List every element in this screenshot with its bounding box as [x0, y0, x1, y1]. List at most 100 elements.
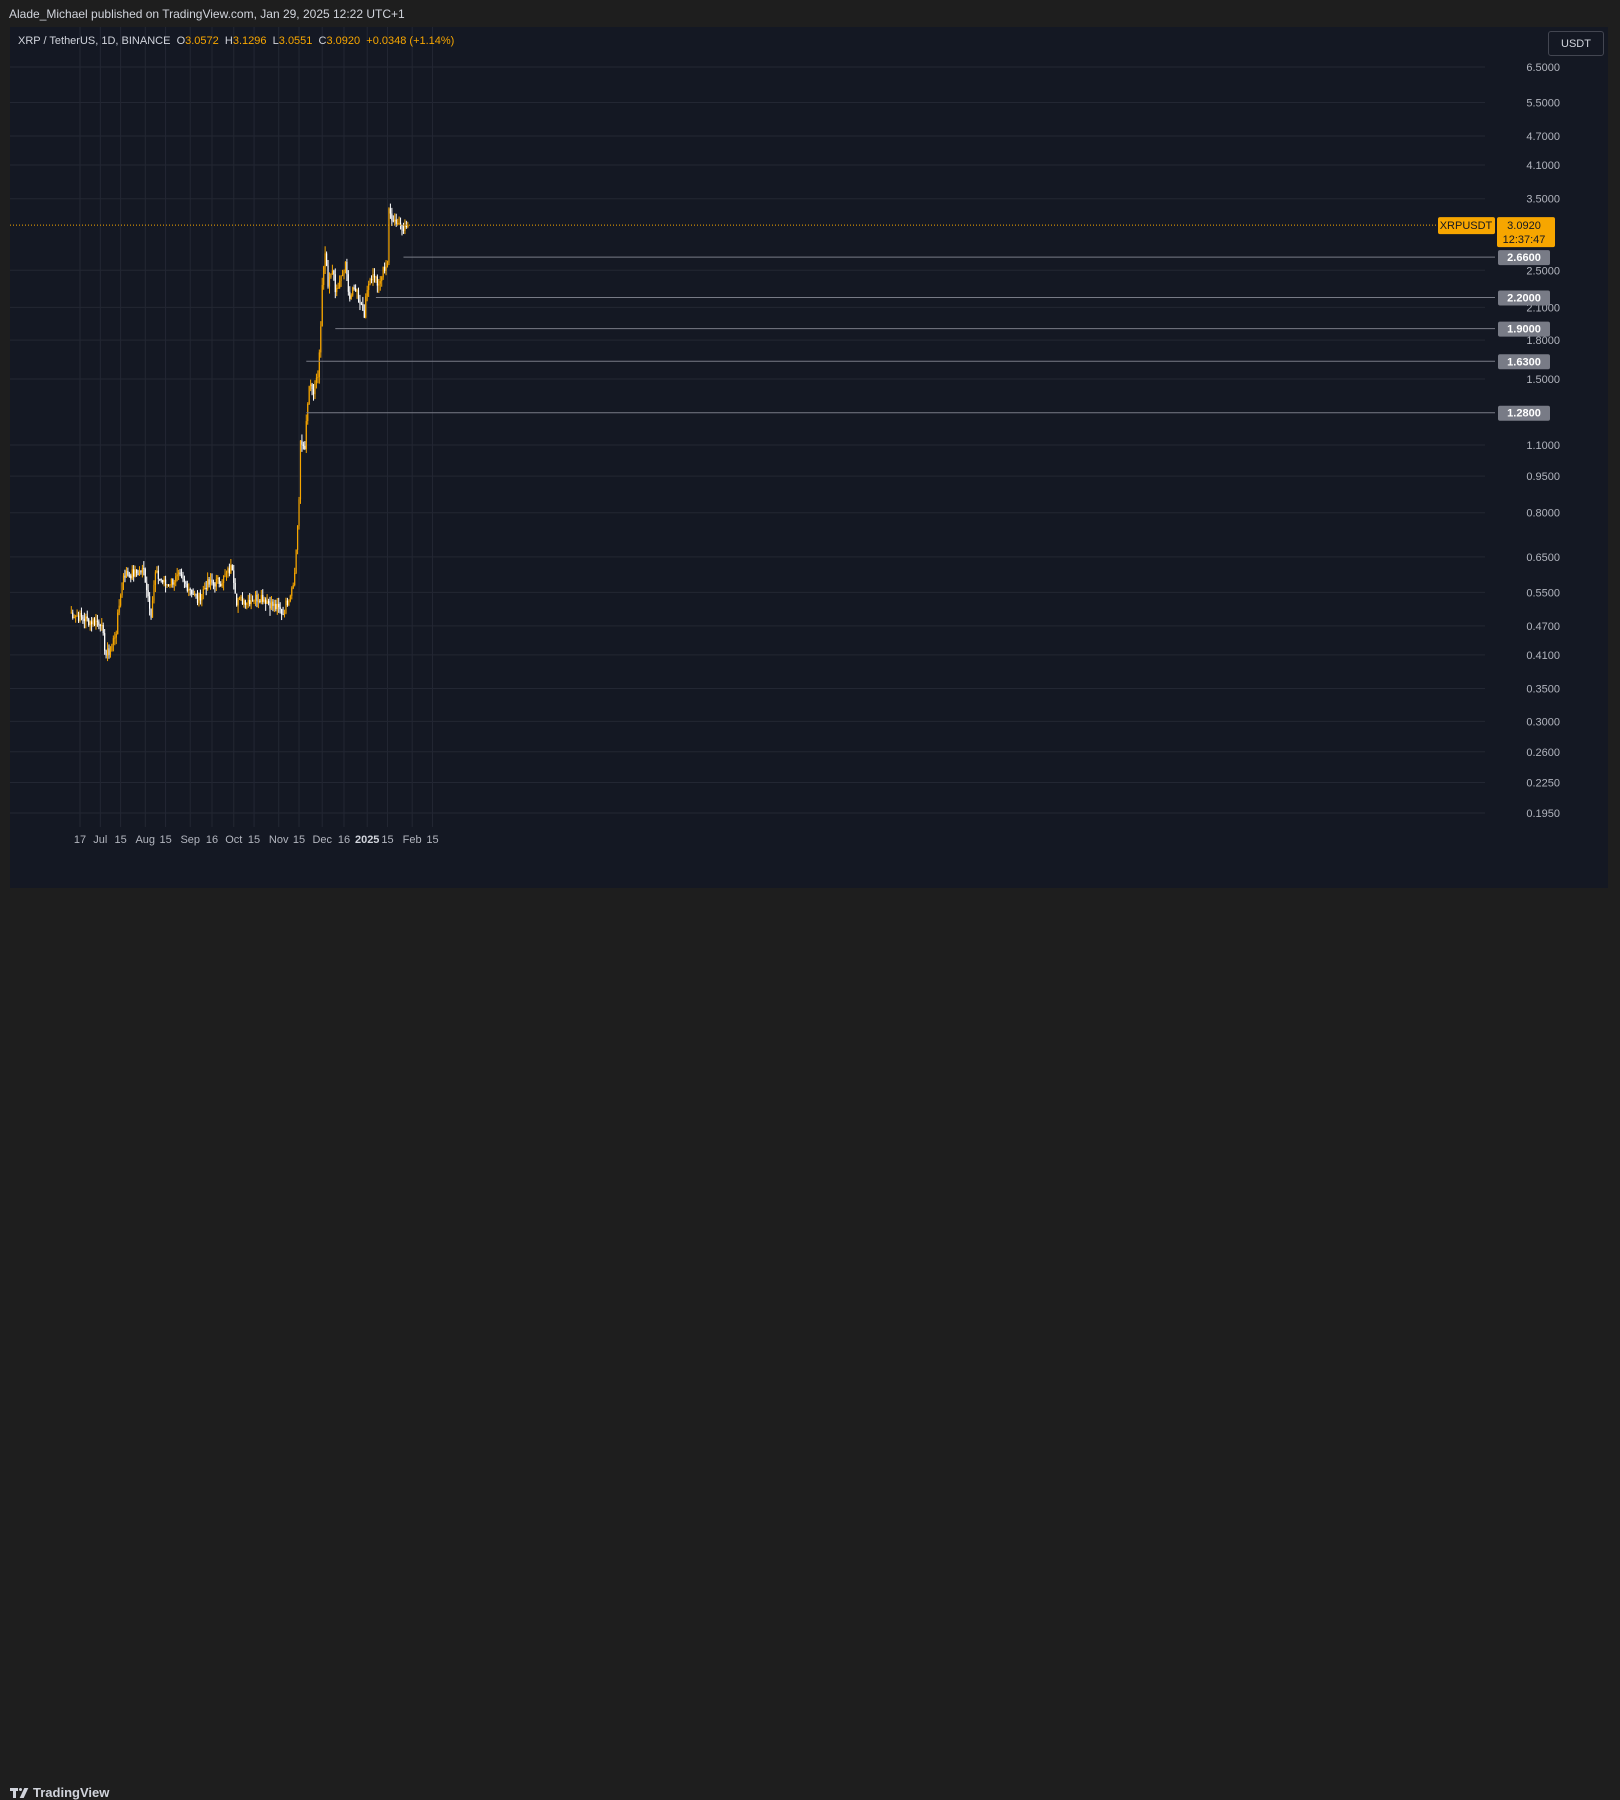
y-tick-label: 4.1000 — [1526, 160, 1560, 172]
candle-body — [133, 569, 135, 577]
candle-body — [73, 617, 75, 619]
level-label: 1.2800 — [1507, 408, 1541, 420]
ohlc-legend: XRP / TetherUS, 1D, BINANCE O3.0572 H3.1… — [18, 35, 454, 47]
candle-body — [323, 266, 325, 285]
candle-body — [350, 295, 352, 299]
legend-low-value: 3.0551 — [278, 35, 313, 47]
candle-body — [236, 593, 238, 606]
x-tick-label: 16 — [338, 834, 350, 846]
candle-body — [147, 590, 149, 597]
candle-body — [191, 590, 193, 594]
x-tick-label: Jul — [93, 834, 107, 846]
candle-body — [294, 572, 296, 586]
candle-body — [118, 605, 120, 613]
y-tick-label: 0.5500 — [1526, 587, 1560, 599]
candle-body — [167, 584, 170, 586]
x-tick-label: 15 — [248, 834, 260, 846]
candle-body — [336, 287, 338, 293]
candle-body — [384, 266, 386, 271]
candle-body — [240, 596, 242, 598]
candle-body — [225, 572, 228, 574]
candle-body — [398, 222, 400, 224]
y-tick-label: 0.6500 — [1526, 552, 1560, 564]
candle-body — [276, 603, 278, 610]
candle-body — [254, 594, 257, 601]
candle-body — [402, 229, 405, 231]
currency-button[interactable]: USDT — [1548, 31, 1604, 56]
candle-body — [379, 281, 381, 284]
candle-body — [363, 310, 365, 318]
candle-body — [370, 279, 373, 281]
candle-body — [333, 270, 335, 275]
candle-body — [252, 600, 254, 602]
candle-body — [308, 386, 310, 405]
tradingview-logo[interactable]: TradingView — [10, 1785, 109, 1800]
price-badge-countdown: 12:37:47 — [1503, 234, 1546, 246]
candle-body — [315, 377, 318, 383]
candle-body — [318, 352, 320, 378]
candle-body — [125, 570, 128, 578]
candle-body — [202, 589, 204, 595]
x-tick-label: 17 — [74, 834, 86, 846]
candle-body — [320, 326, 322, 353]
candle-body — [340, 276, 342, 281]
y-tick-label: 0.4100 — [1526, 650, 1560, 662]
candle-body — [82, 616, 84, 620]
candle-body — [154, 572, 157, 585]
candle-body — [331, 270, 333, 275]
candle-body — [98, 621, 100, 625]
candle-body — [260, 594, 262, 603]
candle-body — [204, 588, 206, 590]
candle-body — [286, 600, 289, 605]
candle-body — [353, 287, 355, 289]
candle-body — [375, 276, 377, 278]
candle-body — [267, 601, 270, 603]
candle-body — [273, 603, 275, 606]
candle-body — [76, 615, 78, 617]
candle-body — [159, 578, 161, 580]
tradingview-icon — [10, 1787, 29, 1799]
x-tick-label: Sep — [180, 834, 200, 846]
candles — [70, 203, 409, 662]
candle-body — [109, 650, 112, 655]
candle-body — [124, 575, 126, 578]
candle-body — [88, 618, 90, 626]
candle-body — [146, 582, 148, 591]
candle-body — [196, 595, 199, 603]
candle-body — [296, 525, 299, 550]
candle-body — [80, 612, 83, 617]
candle-body — [404, 225, 406, 231]
candle-body — [131, 569, 133, 579]
y-tick-label: 4.7000 — [1526, 131, 1560, 143]
x-tick-label: 15 — [159, 834, 171, 846]
candle-body — [79, 612, 81, 621]
x-tick-label: 16 — [206, 834, 218, 846]
candle-body — [263, 599, 265, 602]
candle-body — [205, 588, 207, 590]
legend-high-label: H — [224, 35, 233, 47]
candle-body — [243, 600, 245, 605]
candle-body — [382, 266, 384, 278]
legend-high-value: 3.1296 — [232, 35, 267, 47]
candle-body — [237, 599, 239, 606]
candle-body — [359, 299, 361, 304]
symbol-badge — [1438, 217, 1495, 235]
candle-body — [230, 565, 232, 574]
candle-body — [399, 222, 402, 226]
chart-frame[interactable]: 6.5000 5.5000 4.7000 4.1000 3.5000 2.5000 2.10… — [10, 27, 1608, 888]
candle-body — [366, 289, 368, 297]
candle-body — [352, 287, 354, 296]
candle-body — [282, 614, 284, 616]
level-label: 1.9000 — [1507, 324, 1541, 336]
symbol-badge-label: XRPUSDT — [1440, 220, 1493, 232]
y-tick-label: 1.5000 — [1526, 374, 1560, 386]
candle-body — [144, 568, 146, 583]
y-tick-label: 0.4700 — [1526, 621, 1560, 633]
candle-body — [157, 570, 159, 579]
candle-body — [164, 579, 167, 586]
x-tick-label: Nov — [269, 834, 289, 846]
price-chart[interactable]: 6.50005.50004.70004.10003.50002.50002.10… — [10, 27, 1608, 888]
candle-body — [288, 601, 290, 605]
candle-body — [99, 624, 101, 627]
candle-body — [95, 620, 97, 626]
